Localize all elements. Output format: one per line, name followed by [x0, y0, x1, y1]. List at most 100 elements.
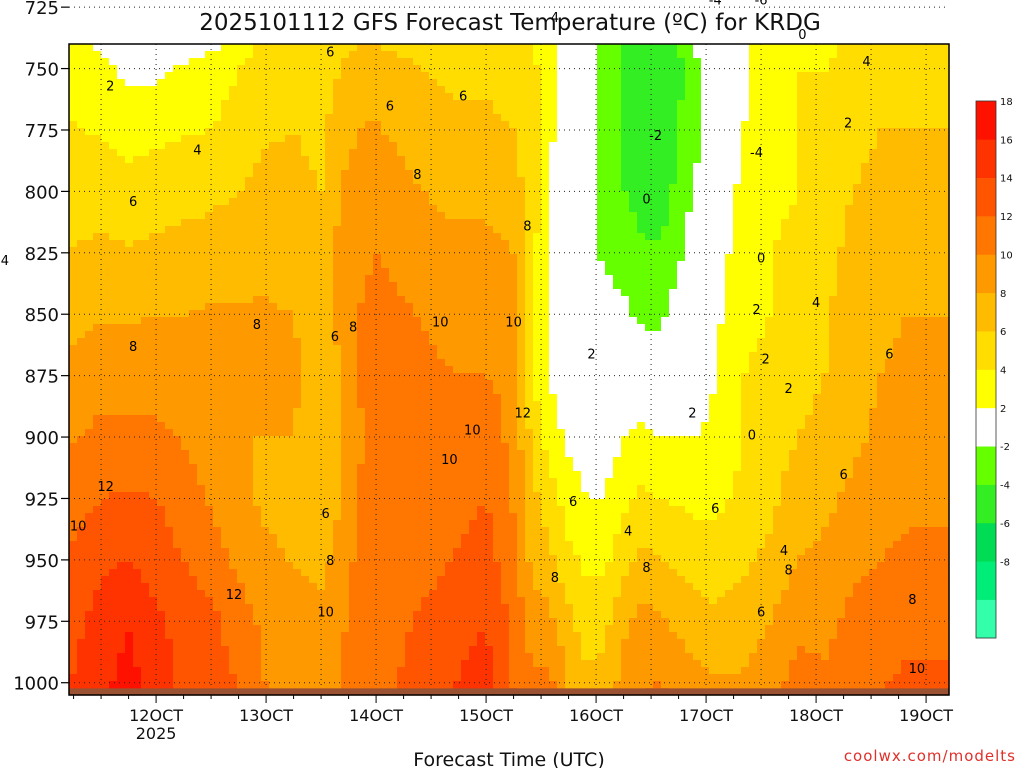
temperature-cell [157, 569, 166, 577]
temperature-cell [165, 520, 174, 528]
temperature-cell [117, 520, 126, 528]
temperature-cell [117, 72, 126, 80]
temperature-cell [341, 408, 350, 416]
temperature-cell [133, 352, 142, 360]
temperature-cell [253, 163, 262, 171]
temperature-cell [157, 107, 166, 115]
temperature-cell [469, 660, 478, 668]
temperature-cell [165, 79, 174, 87]
temperature-cell [349, 415, 358, 423]
temperature-cell [405, 373, 414, 381]
temperature-cell [469, 380, 478, 388]
temperature-cell [461, 499, 470, 507]
temperature-cell [237, 121, 246, 129]
temperature-cell [349, 492, 358, 500]
temperature-cell [149, 100, 158, 108]
temperature-cell [205, 156, 214, 164]
temperature-cell [85, 191, 94, 199]
temperature-cell [389, 485, 398, 493]
temperature-cell [85, 296, 94, 304]
temperature-cell [461, 660, 470, 668]
temperature-cell [181, 513, 190, 521]
temperature-cell [157, 86, 166, 94]
temperature-cell [309, 345, 318, 353]
temperature-cell [333, 261, 342, 269]
temperature-cell [117, 275, 126, 283]
temperature-cell [485, 450, 494, 458]
temperature-cell [469, 58, 478, 66]
temperature-cell [357, 352, 366, 360]
temperature-cell [125, 590, 134, 598]
temperature-cell [421, 653, 430, 661]
temperature-cell [277, 415, 286, 423]
temperature-cell [357, 156, 366, 164]
temperature-cell [325, 191, 334, 199]
temperature-cell [229, 422, 238, 430]
temperature-cell [437, 44, 446, 52]
temperature-cell [397, 639, 406, 647]
temperature-cell [341, 394, 350, 402]
temperature-cell [181, 65, 190, 73]
temperature-cell [197, 436, 206, 444]
temperature-cell [237, 674, 246, 682]
temperature-cell [293, 219, 302, 227]
temperature-cell [437, 58, 446, 66]
temperature-cell [461, 618, 470, 626]
temperature-cell [341, 156, 350, 164]
temperature-cell [261, 513, 270, 521]
temperature-cell [157, 324, 166, 332]
temperature-cell [189, 177, 198, 185]
temperature-cell [109, 611, 118, 619]
temperature-cell [461, 401, 470, 409]
temperature-cell [373, 450, 382, 458]
temperature-cell [157, 450, 166, 458]
temperature-cell [157, 219, 166, 227]
temperature-cell [429, 506, 438, 514]
temperature-cell [141, 527, 150, 535]
temperature-cell [85, 583, 94, 591]
temperature-cell [445, 233, 454, 241]
temperature-cell [477, 107, 486, 115]
temperature-cell [421, 450, 430, 458]
temperature-cell [125, 44, 134, 52]
temperature-cell [197, 618, 206, 626]
temperature-cell [165, 121, 174, 129]
temperature-cell [117, 660, 126, 668]
temperature-cell [301, 282, 310, 290]
temperature-cell [445, 429, 454, 437]
temperature-cell [181, 562, 190, 570]
temperature-cell [221, 422, 230, 430]
temperature-cell [493, 51, 502, 59]
temperature-cell [301, 359, 310, 367]
temperature-cell [109, 394, 118, 402]
temperature-cell [141, 639, 150, 647]
temperature-cell [453, 527, 462, 535]
temperature-cell [141, 520, 150, 528]
temperature-cell [253, 576, 262, 584]
temperature-cell [413, 310, 422, 318]
temperature-cell [229, 51, 238, 59]
temperature-cell [253, 212, 262, 220]
temperature-cell [157, 93, 166, 101]
temperature-cell [213, 93, 222, 101]
temperature-cell [149, 58, 158, 66]
temperature-cell [173, 646, 182, 654]
temperature-cell [221, 86, 230, 94]
temperature-cell [245, 366, 254, 374]
temperature-cell [325, 576, 334, 584]
temperature-cell [437, 247, 446, 255]
temperature-cell [389, 233, 398, 241]
temperature-cell [357, 443, 366, 451]
temperature-cell [285, 268, 294, 276]
temperature-cell [157, 163, 166, 171]
temperature-cell [197, 555, 206, 563]
temperature-cell [85, 275, 94, 283]
temperature-cell [253, 219, 262, 227]
temperature-cell [461, 541, 470, 549]
temperature-cell [77, 142, 86, 150]
temperature-cell [101, 541, 110, 549]
temperature-cell [93, 408, 102, 416]
temperature-cell [485, 569, 494, 577]
temperature-cell [117, 310, 126, 318]
temperature-cell [405, 156, 414, 164]
